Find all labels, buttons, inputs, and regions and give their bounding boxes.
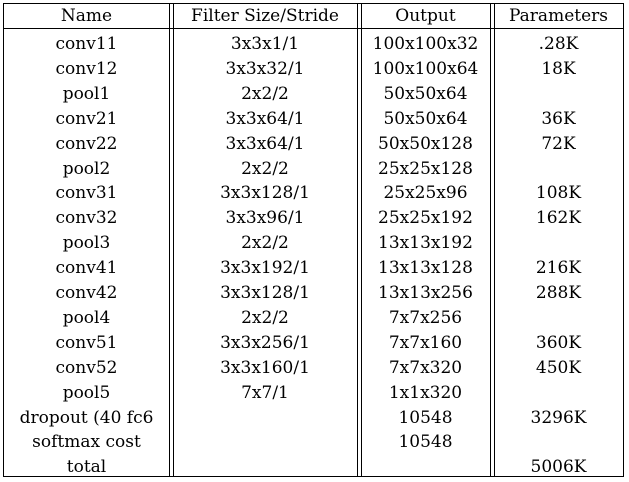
table-cell: 2x2/2 <box>241 233 289 254</box>
table-cell: conv32 <box>55 208 118 229</box>
table-cell: 3x3x192/1 <box>220 258 310 279</box>
column-rule <box>361 4 362 476</box>
table-cell: 3x3x64/1 <box>225 108 305 129</box>
table-cell: 25x25x192 <box>378 208 473 229</box>
table-cell: 7x7x160 <box>388 332 463 353</box>
table-cell: 50x50x64 <box>383 108 468 129</box>
table-cell: 7x7/1 <box>241 382 289 403</box>
table-cell: 162K <box>535 208 582 229</box>
table-cell: 25x25x128 <box>378 158 473 179</box>
table-cell: conv12 <box>55 58 118 79</box>
table-cell: 13x13x256 <box>378 283 473 303</box>
table-cell: conv51 <box>55 332 118 353</box>
table-cell: 3x3x64/1 <box>225 133 305 154</box>
table-cell: pool5 <box>62 382 111 403</box>
column-header: Name <box>60 6 113 26</box>
table-cell: 7x7x256 <box>388 307 463 328</box>
table-cell <box>173 406 357 430</box>
table-cell <box>361 455 490 479</box>
table-cell: 25x25x96 <box>383 183 468 204</box>
table-cell: 50x50x64 <box>383 83 468 104</box>
column-rule <box>494 4 495 476</box>
column-header: Output <box>395 6 456 26</box>
table-cell: pool4 <box>62 307 111 328</box>
column-rule <box>490 4 491 476</box>
table-cell: 2x2/2 <box>241 83 289 104</box>
table-cell: pool1 <box>62 83 111 104</box>
table-cell: 3x3x1/1 <box>230 34 300 54</box>
table-cell: conv21 <box>55 108 118 129</box>
column-rule <box>357 4 358 476</box>
table-cell: 360K <box>535 332 582 353</box>
table-cell: conv22 <box>55 133 118 154</box>
table-cell: 3x3x128/1 <box>220 283 310 303</box>
table-cell <box>494 430 623 454</box>
table-cell: 3x3x128/1 <box>220 183 310 204</box>
table-cell: 3x3x160/1 <box>220 357 310 378</box>
table-cell: .28K <box>538 34 579 54</box>
table-cell: 10548 <box>398 407 453 428</box>
table-cell: 3x3x32/1 <box>225 58 305 79</box>
column-rule <box>173 4 174 476</box>
table-cell: 18K <box>541 58 576 79</box>
table-cell: conv52 <box>55 357 118 378</box>
table-cell: conv31 <box>55 183 118 204</box>
table-cell: 450K <box>535 357 582 378</box>
column-header: Parameters <box>509 6 608 26</box>
table-cell <box>494 306 623 330</box>
table-cell: 7x7x320 <box>388 357 463 378</box>
table-cell <box>494 82 623 106</box>
table-cell: 2x2/2 <box>241 158 289 179</box>
network-architecture-table: Name Filter Size/Stride Output Parameters co… <box>3 3 624 477</box>
table-cell: 1x1x320 <box>388 382 463 403</box>
table-cell: 100x100x32 <box>372 34 479 54</box>
table-cell: softmax cost <box>32 432 141 453</box>
table-cell: 10548 <box>398 432 453 453</box>
table-cell <box>494 231 623 255</box>
column-header: Filter Size/Stride <box>191 6 339 26</box>
table-cell: 2x2/2 <box>241 307 289 328</box>
table-cell: 288K <box>535 283 582 303</box>
table-cell: 5006K <box>530 457 587 478</box>
table-cell <box>173 455 357 479</box>
table-cell: 3x3x256/1 <box>220 332 310 353</box>
column-rule <box>169 4 170 476</box>
table-cell: 50x50x128 <box>378 133 473 154</box>
table-cell: 108K <box>535 183 582 204</box>
table-cell: conv11 <box>55 34 118 54</box>
table-cell: 100x100x64 <box>372 58 479 79</box>
table-cell: 72K <box>541 133 576 154</box>
table-cell: 13x13x128 <box>378 258 473 279</box>
header-rule <box>4 28 623 29</box>
table-cell: total <box>66 457 107 478</box>
table-cell: pool3 <box>62 233 111 254</box>
table-cell: conv41 <box>55 258 118 279</box>
table-cell <box>494 381 623 405</box>
table-cell: pool2 <box>62 158 111 179</box>
table-cell: 3x3x96/1 <box>225 208 305 229</box>
table-cell: 36K <box>541 108 576 129</box>
table-cell: 216K <box>535 258 582 279</box>
table-cell <box>173 430 357 454</box>
table-cell: conv42 <box>55 283 118 303</box>
table-cell <box>494 157 623 181</box>
table-cell: 13x13x192 <box>378 233 473 254</box>
table-cell: dropout (40 fc6 <box>19 407 154 428</box>
table-cell: 3296K <box>530 407 587 428</box>
